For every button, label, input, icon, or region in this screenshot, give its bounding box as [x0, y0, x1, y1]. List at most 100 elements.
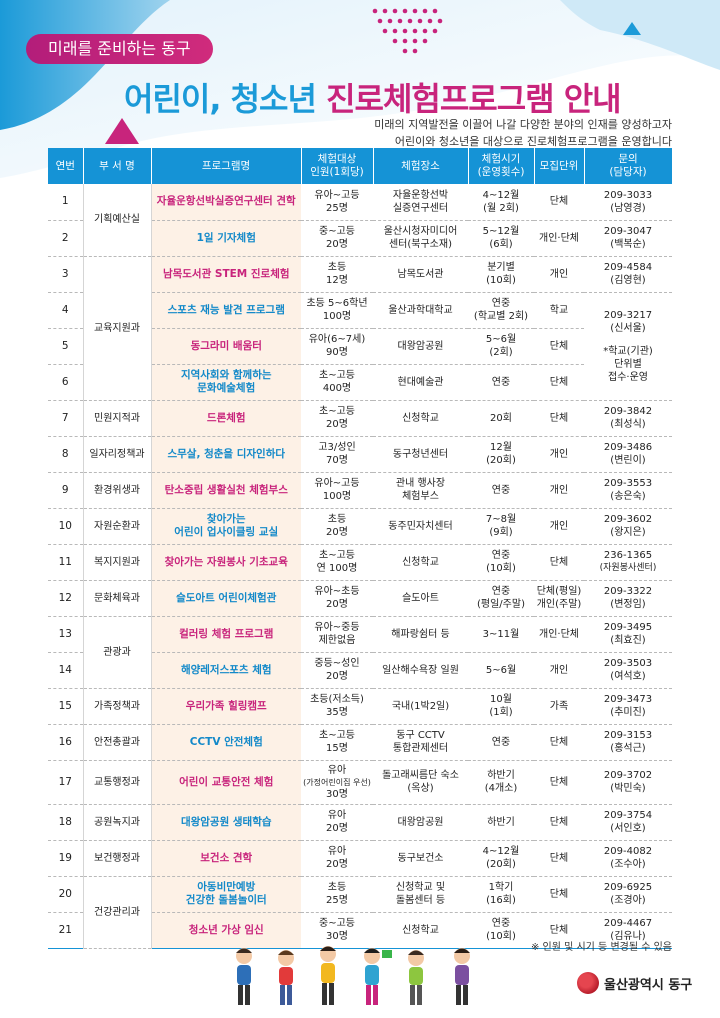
table-row: 4 스포츠 재능 발견 프로그램 초등 5~6학년 100명 울산과학대학교 연중…	[48, 292, 672, 401]
period-cell: 연중	[468, 472, 534, 509]
program-table: 연번 부 서 명 프로그램명 체험대상 인원(1회당) 체험장소 체험시기 (운영횟…	[48, 148, 673, 949]
table-row: 15 가족정책과 우리가족 힐링캠프 초등(저소득) 35명 국내(1박2일) 1…	[48, 688, 672, 725]
unit-cell: 단체	[534, 364, 584, 401]
dept-cell: 교육지원과	[82, 256, 152, 401]
table-row: 1 기획예산실 자율운항선박실증연구센터 견학 유아~고등 25명 자율운항선박 실…	[48, 184, 672, 257]
table-row: 19 보건행정과 보건소 견학 유아 20명 동구보건소 4~12월 (20회) 단…	[48, 840, 672, 877]
contact-cell: 209-3473 (추미진)	[584, 688, 672, 725]
unit-cell: 단체	[534, 184, 584, 221]
row-no: 9	[48, 472, 83, 509]
row-no: 1	[48, 184, 83, 221]
place-cell: 신청학교	[373, 400, 468, 437]
row-no: 6	[48, 364, 83, 401]
period-cell: 분기별 (10회)	[468, 256, 534, 293]
dept-cell: 문화체육과	[82, 580, 152, 617]
row-no: 7	[48, 400, 83, 437]
table-row: 10 자원순환과 찾아가는 어린이 업사이클링 교실 초등 20명 동주민자치센터 …	[48, 508, 672, 545]
contact-cell: 209-3602 (왕지은)	[584, 508, 672, 545]
place-cell: 남목도서관	[373, 256, 468, 293]
target-cell: 초등(저소득) 35명	[301, 688, 373, 725]
table-row: 20 건강관리과 아동비만예방 건강한 돌봄놀이터 초등 25명 신청학교 및 돌봄센…	[48, 876, 672, 949]
subtitle-line: 미래의 지역발전을 이끌어 나갈 다양한 분야의 인재를 양성하고자	[374, 118, 672, 131]
header-period: 체험시기 (운영횟수)	[468, 148, 535, 184]
row-no: 20	[48, 876, 83, 913]
unit-cell: 단체	[534, 724, 584, 761]
place-cell: 자율운항선박 실증연구센터	[373, 184, 468, 221]
program-name: 남목도서관 STEM 진로체험	[151, 256, 301, 293]
children-illustration	[236, 946, 470, 1005]
target-cell: 유아 20명	[301, 840, 373, 877]
program-name: 슬도아트 어린이체험관	[151, 580, 301, 617]
period-cell: 연중 (학교별 2회)	[468, 292, 534, 329]
place-cell: 동주민자치센터	[373, 508, 468, 545]
contact-cell: 209-3033 (남영경)	[584, 184, 672, 221]
contact-cell: 209-3153 (홍석근)	[584, 724, 672, 761]
row-no: 17	[48, 760, 83, 805]
place-cell: 신청학교	[373, 912, 468, 949]
period-cell: 1학기 (16회)	[468, 876, 534, 913]
place-cell: 현대예술관	[373, 364, 468, 401]
contact-cell: 209-3754 (서인호)	[584, 804, 672, 841]
program-name: CCTV 안전체험	[151, 724, 301, 761]
row-no: 10	[48, 508, 83, 545]
place-cell: 일산해수욕장 일원	[373, 652, 468, 689]
dept-cell: 건강관리과	[82, 876, 152, 949]
unit-cell: 학교	[534, 292, 584, 329]
target-cell: 유아(6~7세) 90명	[301, 328, 373, 365]
header-target: 체험대상 인원(1회당)	[301, 148, 374, 184]
row-no: 13	[48, 616, 83, 653]
dept-cell: 기획예산실	[82, 184, 152, 257]
unit-cell: 단체	[534, 876, 584, 913]
table-row: 8 일자리정책과 스무살, 청춘을 디자인하다 고3/성인 70명 동구청년센터 …	[48, 436, 672, 473]
contact-cell: 209-3702 (박민숙)	[584, 760, 672, 805]
period-cell: 하반기 (4개소)	[468, 760, 534, 805]
header-unit: 모집단위	[534, 148, 585, 184]
table-row: 17 교통행정과 어린이 교통안전 체험 유아 (가정어린이집 우선) 30명 돌고…	[48, 760, 672, 805]
decorative-triangle-blue	[623, 22, 641, 35]
period-cell: 4~12월 (월 2회)	[468, 184, 534, 221]
row-no: 12	[48, 580, 83, 617]
unit-cell: 단체	[534, 840, 584, 877]
row-no: 2	[48, 220, 83, 257]
contact-cell: 209-3842 (최성식)	[584, 400, 672, 437]
period-cell: 12월 (20회)	[468, 436, 534, 473]
target-cell: 초~고등 20명	[301, 400, 373, 437]
place-cell: 울산시청자미디어 센터(북구소재)	[373, 220, 468, 257]
target-cell: 초~고등 15명	[301, 724, 373, 761]
period-cell: 5~12월 (6회)	[468, 220, 534, 257]
place-cell: 신청학교 및 돌봄센터 등	[373, 876, 468, 913]
unit-cell: 단체	[534, 400, 584, 437]
dept-cell: 환경위생과	[82, 472, 152, 509]
dept-cell: 일자리정책과	[82, 436, 152, 473]
target-cell: 초등 5~6학년 100명	[301, 292, 373, 329]
target-cell: 유아~고등 25명	[301, 184, 373, 221]
program-name: 찾아가는 자원봉사 기초교육	[151, 544, 301, 581]
dept-cell: 가족정책과	[82, 688, 152, 725]
target-cell: 고3/성인 70명	[301, 436, 373, 473]
program-name: 보건소 견학	[151, 840, 301, 877]
contact-cell: 209-3503 (여석호)	[584, 652, 672, 689]
target-cell: 초등 20명	[301, 508, 373, 545]
place-cell: 동구 CCTV 통합관제센터	[373, 724, 468, 761]
contact-cell: 209-3047 (백복순)	[584, 220, 672, 257]
contact-cell: 209-4467 (김유나)	[584, 912, 672, 949]
program-name: 동그라미 배움터	[151, 328, 301, 365]
table-row: 18 공원녹지과 대왕암공원 생태학습 유아 20명 대왕암공원 하반기 단체 2…	[48, 804, 672, 841]
tagline-badge: 미래를 준비하는 동구	[26, 34, 213, 64]
row-no: 5	[48, 328, 83, 365]
place-cell: 동구청년센터	[373, 436, 468, 473]
program-name: 지역사회와 함께하는 문화예술체험	[151, 364, 301, 401]
table-header-row: 연번 부 서 명 프로그램명 체험대상 인원(1회당) 체험장소 체험시기 (운영횟…	[48, 148, 673, 184]
place-cell: 대왕암공원	[373, 804, 468, 841]
unit-cell: 단체	[534, 912, 584, 949]
period-cell: 연중	[468, 364, 534, 401]
period-cell: 5~6월 (2회)	[468, 328, 534, 365]
footnote: ※ 인원 및 시기 등 변경될 수 있음	[530, 942, 672, 953]
table-row: 16 안전총괄과 CCTV 안전체험 초~고등 15명 동구 CCTV 통합관제센터…	[48, 724, 672, 761]
place-cell: 동구보건소	[373, 840, 468, 877]
period-cell: 5~6월	[468, 652, 534, 689]
header-contact: 문의 (담당자)	[584, 148, 673, 184]
decorative-triangle-pink	[105, 118, 139, 144]
row-no: 15	[48, 688, 83, 725]
period-cell: 연중 (10회)	[468, 912, 534, 949]
